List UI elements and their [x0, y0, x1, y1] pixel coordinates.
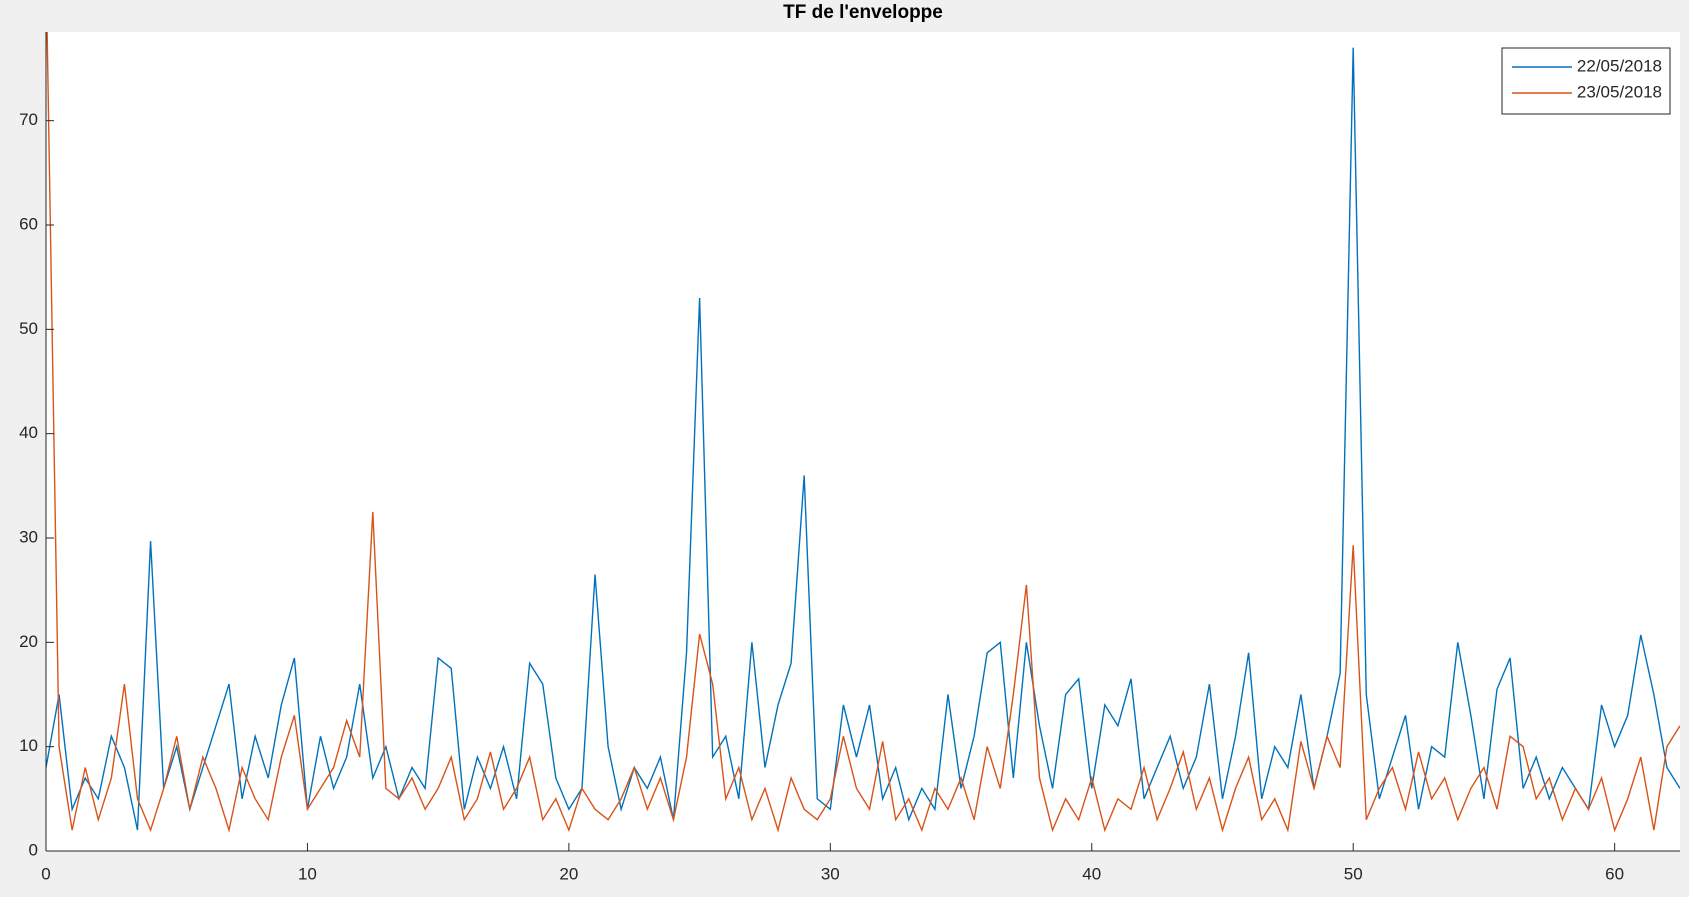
- legend-label: 23/05/2018: [1577, 82, 1662, 101]
- y-tick-label: 70: [19, 110, 38, 129]
- x-tick-label: 0: [41, 864, 50, 883]
- x-tick-label: 30: [821, 864, 840, 883]
- legend: 22/05/2018 23/05/2018: [1501, 47, 1671, 115]
- y-tick-label: 10: [19, 736, 38, 755]
- x-tick-label: 50: [1344, 864, 1363, 883]
- y-tick-label: 60: [19, 214, 38, 233]
- y-tick-label: 40: [19, 423, 38, 442]
- y-tick-label: 20: [19, 632, 38, 651]
- legend-box: [1501, 47, 1671, 115]
- x-tick-label: 10: [298, 864, 317, 883]
- x-tick-label: 20: [559, 864, 578, 883]
- plot-area: [46, 32, 1680, 851]
- series-line: [46, 32, 1680, 833]
- x-tick-label: 60: [1605, 864, 1624, 883]
- series-line: [46, 47, 1680, 831]
- lines: [46, 32, 1680, 833]
- y-tick-label: 0: [29, 840, 38, 859]
- y-tick-label: 30: [19, 527, 38, 546]
- chart-title: TF de l'enveloppe: [783, 2, 943, 23]
- legend-label: 22/05/2018: [1577, 56, 1662, 75]
- y-tick-label: 50: [19, 319, 38, 338]
- x-tick-label: 40: [1082, 864, 1101, 883]
